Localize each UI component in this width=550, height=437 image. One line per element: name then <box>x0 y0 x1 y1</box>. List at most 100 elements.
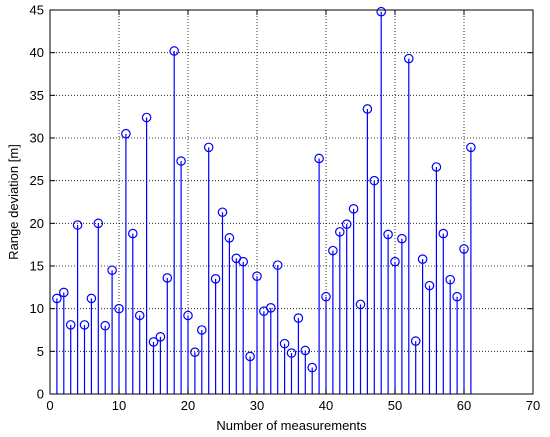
stem-point <box>424 280 435 394</box>
x-tick-label: 10 <box>112 398 126 413</box>
stem-marker <box>86 293 97 304</box>
stem-marker <box>52 293 62 304</box>
stem-point <box>431 162 442 394</box>
stem-marker <box>148 337 159 347</box>
stem-point <box>355 299 366 394</box>
stem-point <box>369 175 380 394</box>
stem-marker <box>348 204 359 214</box>
stem-point <box>466 142 476 394</box>
stem-marker <box>58 287 69 298</box>
stem-marker <box>141 112 152 123</box>
x-tick-label: 30 <box>250 398 264 413</box>
y-tick-label: 35 <box>30 88 44 103</box>
stem-marker <box>466 142 476 153</box>
stem-marker <box>252 271 262 282</box>
stem-point <box>190 347 200 394</box>
stem-point <box>307 362 317 394</box>
stem-point <box>121 128 131 394</box>
stem-marker <box>79 320 90 330</box>
stem-point <box>452 291 462 394</box>
stem-marker <box>321 291 331 302</box>
grid-lines <box>50 10 533 394</box>
stem-point <box>183 310 193 394</box>
stem-marker <box>314 153 324 164</box>
x-axis-label: Number of measurements <box>216 418 367 433</box>
stem-point <box>265 303 276 394</box>
stem-point <box>107 265 117 394</box>
stem-marker <box>183 310 193 321</box>
y-tick-label: 10 <box>30 301 44 316</box>
stem-point <box>141 112 152 394</box>
stem-point <box>203 142 214 394</box>
stem-marker <box>383 229 393 240</box>
stem-point <box>100 320 110 394</box>
stem-point <box>86 293 97 394</box>
stem-point <box>114 303 124 394</box>
stem-marker <box>128 228 138 239</box>
axis-ticks: 0 10 20 30 40 50 60 70 0 5 10 15 20 25 30 35 40 45 <box>30 3 541 414</box>
y-tick-label: 25 <box>30 173 44 188</box>
stem-point <box>238 256 248 394</box>
stem-point <box>176 156 186 394</box>
stem-point <box>162 273 173 394</box>
y-tick-label: 5 <box>37 344 44 359</box>
stem-point <box>459 244 469 394</box>
stem-point <box>321 291 331 394</box>
stem-marker <box>279 338 290 349</box>
stem-point <box>390 256 400 394</box>
stem-marker <box>459 244 469 254</box>
stem-point <box>79 320 90 394</box>
stem-point <box>169 46 179 394</box>
stem-point <box>93 218 104 394</box>
stem-marker <box>341 219 352 229</box>
stem-point <box>148 337 159 394</box>
stem-point <box>417 254 428 394</box>
stem-marker <box>300 345 311 356</box>
stem-marker <box>245 351 255 362</box>
stem-marker <box>424 280 435 291</box>
stem-marker <box>272 260 283 270</box>
stem-point <box>383 229 393 394</box>
y-tick-label: 20 <box>30 216 44 231</box>
y-tick-label: 0 <box>37 387 44 402</box>
stem-point <box>58 287 69 394</box>
y-axis-label: Range deviation [m] <box>6 144 21 260</box>
stem-point <box>341 219 352 394</box>
stem-point <box>210 273 221 394</box>
stem-point <box>272 260 283 394</box>
plot-frame <box>49 9 534 395</box>
stem-point <box>403 53 414 394</box>
stem-marker <box>162 273 173 283</box>
stem-point <box>314 153 324 394</box>
stem-marker <box>197 325 207 335</box>
stem-point <box>410 336 421 394</box>
stem-marker <box>121 128 131 139</box>
stem-marker <box>431 162 442 172</box>
y-tick-label: 15 <box>30 259 44 274</box>
stem-point <box>155 332 166 394</box>
stem-marker <box>176 156 186 166</box>
x-tick-label: 0 <box>46 398 53 413</box>
stem-marker <box>445 274 455 285</box>
stem-point <box>376 6 386 394</box>
stem-marker <box>169 46 179 56</box>
stem-series <box>52 6 476 394</box>
stem-marker <box>355 299 366 310</box>
stem-marker <box>238 256 248 267</box>
stem-point <box>300 345 311 394</box>
y-tick-label: 45 <box>30 3 44 18</box>
stem-marker <box>438 228 449 239</box>
stem-point <box>217 207 228 394</box>
y-tick-label: 40 <box>30 45 44 60</box>
x-tick-label: 40 <box>319 398 333 413</box>
stem-point <box>72 220 83 394</box>
stem-point <box>252 271 262 394</box>
stem-marker <box>369 175 380 186</box>
stem-marker <box>65 320 76 330</box>
stem-point <box>52 293 62 394</box>
x-tick-label: 70 <box>526 398 540 413</box>
stem-marker <box>397 233 407 244</box>
stem-point <box>362 104 373 394</box>
stem-marker <box>452 291 462 302</box>
